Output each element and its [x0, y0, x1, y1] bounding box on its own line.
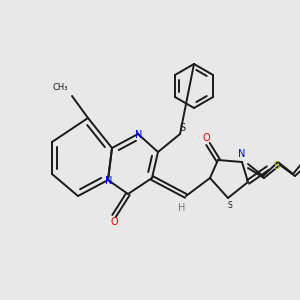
Text: CH₃: CH₃ [52, 83, 68, 92]
Text: S: S [273, 161, 279, 171]
Text: O: O [202, 133, 210, 143]
Text: O: O [110, 217, 118, 227]
Text: N: N [135, 130, 143, 140]
Text: H: H [178, 203, 186, 213]
Text: N: N [238, 149, 246, 159]
Text: N: N [105, 176, 113, 186]
Text: S: S [179, 123, 185, 133]
Text: S: S [228, 202, 232, 211]
